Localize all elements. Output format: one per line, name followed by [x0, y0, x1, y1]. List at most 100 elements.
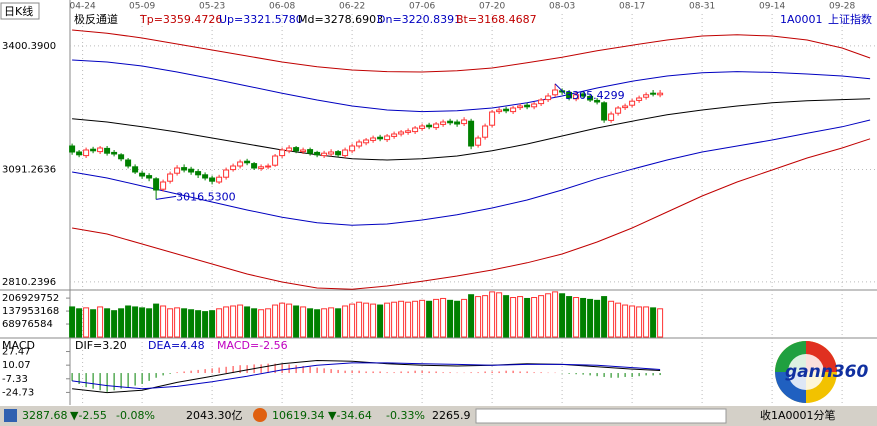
volume-bar [475, 296, 482, 338]
volume-bar [265, 308, 272, 338]
volume-bar [650, 307, 657, 338]
volume-bar [601, 296, 608, 338]
volume-bar [503, 295, 510, 338]
candle-body [286, 147, 293, 152]
volume-bar [433, 298, 440, 338]
volume-bar [587, 298, 594, 338]
indicator-param: Tp=3359.4726 [139, 13, 222, 26]
status-change: ▼-2.55 [70, 409, 107, 422]
volume-bar [468, 294, 475, 338]
volume-bar [174, 307, 181, 338]
volume-bar [489, 291, 496, 338]
volume-bar [251, 308, 258, 338]
x-tick-label: 06-22 [339, 2, 365, 12]
candle-body [321, 152, 328, 157]
volume-bar [573, 297, 580, 338]
volume-bar [209, 310, 216, 338]
candle-body [587, 95, 594, 101]
candle-body [531, 103, 538, 108]
annotation-pointer [554, 83, 566, 95]
candle-body [202, 174, 209, 179]
status-field [475, 408, 727, 424]
volume-bar [580, 297, 587, 338]
period-box[interactable] [0, 2, 40, 20]
status-icon[interactable] [253, 408, 267, 422]
candle-body [118, 154, 125, 160]
volume-bar [244, 306, 251, 338]
candle-body [601, 102, 608, 121]
indicator-value: DEA=4.48 [148, 339, 205, 352]
x-tick-label: 07-20 [479, 2, 505, 12]
volume-bar [342, 305, 349, 338]
x-tick-label: 08-17 [619, 2, 645, 12]
volume-bar [377, 304, 384, 338]
y-tick-label: 137953168 [2, 306, 59, 317]
candle-body [398, 131, 405, 135]
logo: gann360 [775, 341, 869, 403]
candle-body [419, 125, 426, 129]
candle-body [489, 111, 496, 126]
status-change: ▼-34.64 [328, 409, 372, 422]
volume-bar [118, 308, 125, 338]
volume-bar [216, 308, 223, 338]
volume-bar [69, 306, 76, 338]
x-tick-label: 04-24 [70, 2, 96, 12]
y-tick-label: 3400.3900 [2, 41, 56, 52]
status-amount: 2265.9 [432, 409, 471, 422]
status-ticker[interactable]: 收1A0001分笔 [760, 408, 836, 422]
volume-bar [447, 299, 454, 338]
volume-bar [531, 297, 538, 338]
candle-body [209, 177, 216, 182]
candle-body [405, 130, 412, 133]
candle-body [615, 107, 622, 114]
candle-body [174, 167, 181, 174]
y-tick-label: 206929752 [2, 293, 59, 304]
band-line [72, 59, 871, 113]
candle-body [643, 94, 650, 98]
y-tick-label: 68976584 [2, 319, 53, 330]
volume-bar [419, 299, 426, 338]
band-line [72, 98, 871, 161]
volume-bar [461, 298, 468, 338]
candle-body [251, 163, 258, 169]
candle-body [132, 166, 139, 173]
candle-body [356, 141, 363, 147]
volume-bar [230, 305, 237, 338]
volume-bar [125, 305, 132, 338]
volume-bar [223, 306, 230, 338]
volume-bar [139, 307, 146, 338]
candle-body [104, 147, 111, 154]
volume-bar [146, 308, 153, 338]
volume-bar [111, 310, 118, 338]
candle-body [153, 178, 160, 191]
annotation: 3305.4299 [565, 89, 625, 102]
volume-bar [153, 303, 160, 338]
volume-bar [412, 300, 419, 338]
x-tick-label: 09-14 [759, 2, 785, 12]
period-label[interactable]: 日K线 [4, 4, 33, 18]
band-line [72, 138, 871, 290]
volume-bar [335, 308, 342, 338]
volume-bar [559, 293, 566, 338]
volume-bar [405, 301, 412, 338]
volume-bar [657, 308, 664, 338]
candle-body [440, 121, 447, 125]
status-icon[interactable] [4, 409, 17, 422]
x-tick-label: 07-06 [409, 2, 435, 12]
status-index: 3287.68 [22, 409, 68, 422]
candle-body [328, 151, 335, 155]
annotation-pointer [156, 195, 177, 200]
volume-bar [314, 309, 321, 338]
volume-bar [132, 306, 139, 338]
y-tick-label: 2810.2396 [2, 277, 56, 288]
candle-body [314, 151, 321, 156]
x-tick-label: 09-28 [829, 2, 855, 12]
volume-bar [363, 302, 370, 338]
volume-bar [398, 300, 405, 338]
volume-bar [237, 304, 244, 338]
volume-bar [510, 297, 517, 338]
volume-bar [293, 305, 300, 338]
volume-bar [482, 295, 489, 338]
volume-bar [328, 307, 335, 338]
candle-body [538, 99, 545, 105]
